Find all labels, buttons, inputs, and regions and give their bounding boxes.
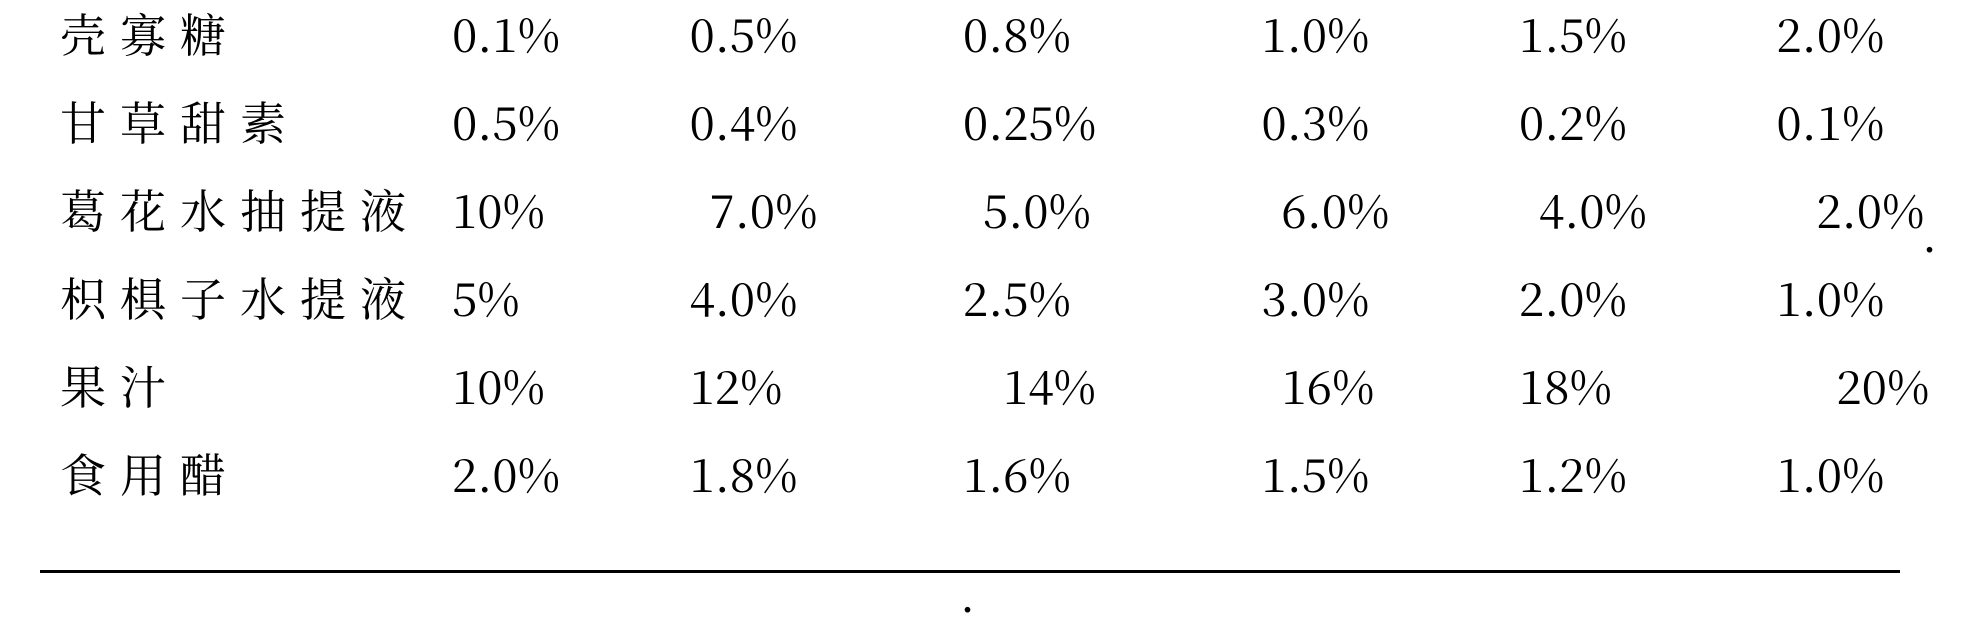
cell: 0.5% bbox=[452, 98, 689, 186]
table-row: 食用醋 2.0% 1.8% 1.6% 1.5% 1.2% 1.0% bbox=[60, 450, 1967, 538]
cell: 1.0% bbox=[1776, 274, 1967, 362]
cell: 1.8% bbox=[689, 450, 962, 538]
stray-dot-icon: . bbox=[1922, 200, 1937, 266]
cell: 2.0% bbox=[1519, 274, 1776, 362]
table-body: 壳寡糖 0.1% 0.5% 0.8% 1.0% 1.5% 2.0% 甘草甜素 0… bbox=[60, 10, 1967, 538]
cell: 5.0% bbox=[963, 186, 1262, 274]
cell: 2.5% bbox=[963, 274, 1262, 362]
cell: 4.0% bbox=[1519, 186, 1776, 274]
cell: 0.8% bbox=[963, 10, 1262, 98]
cell: 1.5% bbox=[1519, 10, 1776, 98]
cell: 0.1% bbox=[1776, 98, 1967, 186]
cell: 7.0% bbox=[689, 186, 962, 274]
cell: 0.25% bbox=[963, 98, 1262, 186]
cell: 5% bbox=[452, 274, 689, 362]
cell: 12% bbox=[689, 362, 962, 450]
cell: 16% bbox=[1261, 362, 1518, 450]
table-row: 果汁 10% 12% 14% 16% 18% 20% bbox=[60, 362, 1967, 450]
cell: 0.2% bbox=[1519, 98, 1776, 186]
table-row: 葛花水抽提液 10% 7.0% 5.0% 6.0% 4.0% 2.0% bbox=[60, 186, 1967, 274]
table-row: 枳椇子水提液 5% 4.0% 2.5% 3.0% 2.0% 1.0% bbox=[60, 274, 1967, 362]
cell: 1.5% bbox=[1261, 450, 1518, 538]
cell: 10% bbox=[452, 362, 689, 450]
cell: 20% bbox=[1776, 362, 1967, 450]
cell: 0.1% bbox=[452, 10, 689, 98]
table-row: 甘草甜素 0.5% 0.4% 0.25% 0.3% 0.2% 0.1% bbox=[60, 98, 1967, 186]
cell: 1.6% bbox=[963, 450, 1262, 538]
cell: 10% bbox=[452, 186, 689, 274]
cell: 2.0% bbox=[452, 450, 689, 538]
cell: 0.4% bbox=[689, 98, 962, 186]
page: 壳寡糖 0.1% 0.5% 0.8% 1.0% 1.5% 2.0% 甘草甜素 0… bbox=[0, 0, 1967, 592]
composition-table: 壳寡糖 0.1% 0.5% 0.8% 1.0% 1.5% 2.0% 甘草甜素 0… bbox=[60, 10, 1967, 538]
cell: 2.0% bbox=[1776, 186, 1967, 274]
cell: 1.0% bbox=[1776, 450, 1967, 538]
stray-dot-icon: . bbox=[960, 560, 975, 626]
row-label: 葛花水抽提液 bbox=[60, 186, 452, 274]
cell: 0.3% bbox=[1261, 98, 1518, 186]
cell: 1.0% bbox=[1261, 10, 1518, 98]
cell: 14% bbox=[963, 362, 1262, 450]
table-row: 壳寡糖 0.1% 0.5% 0.8% 1.0% 1.5% 2.0% bbox=[60, 10, 1967, 98]
row-label: 食用醋 bbox=[60, 450, 452, 538]
cell: 6.0% bbox=[1261, 186, 1518, 274]
cell: 1.2% bbox=[1519, 450, 1776, 538]
cell: 4.0% bbox=[689, 274, 962, 362]
row-label: 枳椇子水提液 bbox=[60, 274, 452, 362]
cell: 3.0% bbox=[1261, 274, 1518, 362]
cell: 2.0% bbox=[1776, 10, 1967, 98]
row-label: 甘草甜素 bbox=[60, 98, 452, 186]
row-label: 果汁 bbox=[60, 362, 452, 450]
cell: 18% bbox=[1519, 362, 1776, 450]
cell: 0.5% bbox=[689, 10, 962, 98]
row-label: 壳寡糖 bbox=[60, 10, 452, 98]
